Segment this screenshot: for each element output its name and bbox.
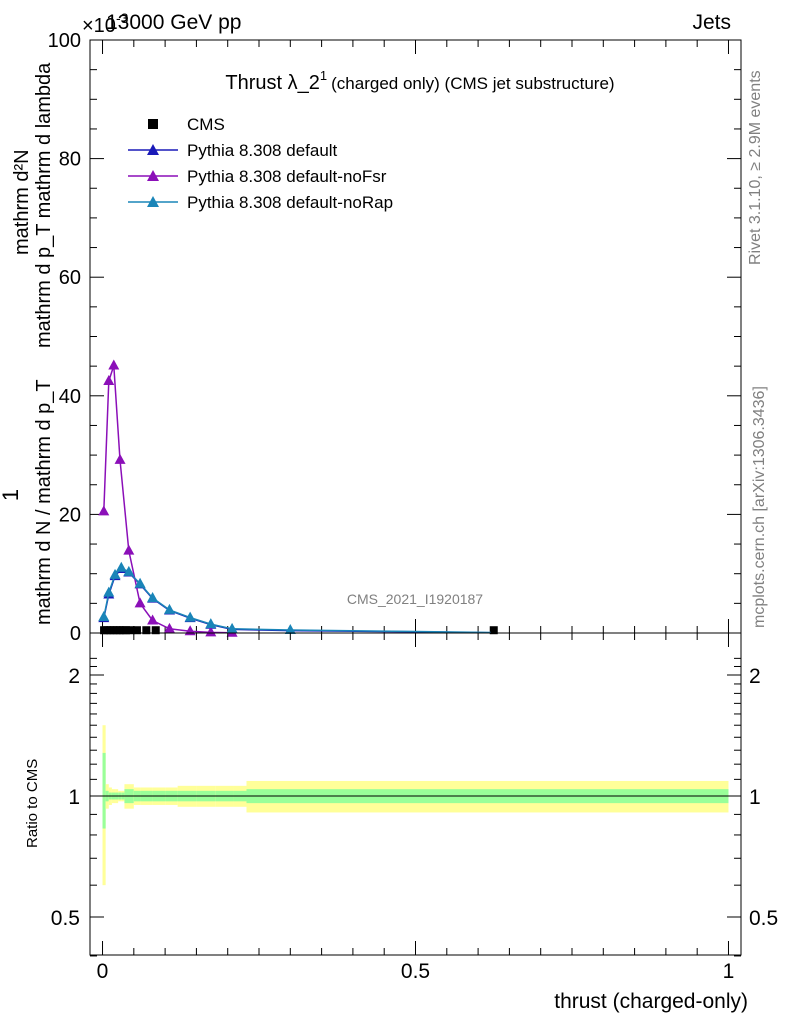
- main-y-axis-label: 1 mathrm d²N mathrm d p_T mathrm d lambd…: [0, 62, 55, 625]
- y-exponent-base: ×10: [82, 15, 116, 37]
- y-label-prefix: mathrm d N / mathrm d p_T: [33, 379, 55, 625]
- legend-nofsr-label: Pythia 8.308 default-noFsr: [187, 167, 387, 186]
- legend-nofsr-marker: [147, 170, 159, 181]
- title-sup: 1: [320, 68, 327, 83]
- y-label-denom: mathrm d p_T mathrm d lambda: [33, 62, 55, 348]
- ratio-axis-ticks: [90, 633, 741, 957]
- mcplots-reference-label: mcplots.cern.ch [arXiv:1306.3436]: [751, 386, 768, 628]
- series-marker-noRap: [134, 577, 146, 588]
- series-marker-noFsr: [123, 544, 135, 555]
- main-axis-ticks: [90, 39, 741, 634]
- series-marker-noRap: [163, 603, 175, 614]
- ratio-ytick-label-right: 0.5: [749, 907, 778, 930]
- ratio-inner-band: [102, 752, 106, 829]
- series-marker-noRap: [205, 618, 217, 629]
- ratio-ytick-label-right: 2: [749, 665, 761, 688]
- ratio-ytick-label: 1: [68, 786, 80, 809]
- main-ytick-label: 0: [70, 623, 81, 645]
- y-exponent-label: ×10-3: [82, 10, 129, 37]
- main-ytick-label: 20: [59, 504, 81, 526]
- y-label-numer: mathrm d²N: [11, 149, 33, 255]
- ratio-xtick-label: 0.5: [401, 960, 430, 983]
- main-ytick-label: 80: [59, 149, 81, 171]
- series-marker-noFsr: [108, 359, 120, 370]
- ratio-tick-labels: 0.5 0.5 1 1 2 2 0 0.5 1: [51, 665, 778, 983]
- plot-title: Thrust λ_21 (charged only) (CMS jet subst…: [225, 68, 614, 94]
- series-marker-noFsr: [163, 622, 175, 633]
- cms-data-point: [126, 626, 135, 635]
- ratio-uncertainty-bands: [102, 725, 729, 886]
- cms-data-point: [121, 626, 130, 635]
- legend-cms-label: CMS: [187, 115, 225, 134]
- legend-cms-marker: [148, 119, 158, 129]
- ratio-xtick-label: 1: [723, 960, 735, 983]
- series-marker-noRap: [284, 624, 296, 635]
- header-energy-label: 13000 GeV pp: [106, 11, 241, 34]
- main-data-series: [98, 359, 498, 637]
- series-marker-noRap: [147, 592, 159, 603]
- cms-data-point: [132, 626, 141, 635]
- main-y-tick-labels: 0 20 40 60 80 100: [48, 30, 81, 645]
- series-marker-noRap: [184, 611, 196, 622]
- title-rest: (charged only) (CMS jet substructure): [331, 74, 614, 93]
- ratio-xtick-label: 0: [97, 960, 109, 983]
- series-marker-noFsr: [114, 453, 126, 464]
- cms-data-point: [142, 626, 151, 635]
- ratio-ytick-label: 2: [68, 665, 80, 688]
- series-marker-noFsr: [103, 374, 115, 385]
- y-label-one: 1: [0, 489, 23, 501]
- series-marker-noRap: [98, 610, 110, 621]
- title-main: Thrust λ_2: [225, 72, 319, 94]
- legend-norap-label: Pythia 8.308 default-noRap: [187, 193, 393, 212]
- ratio-ytick-label: 0.5: [51, 907, 80, 930]
- legend-default-label: Pythia 8.308 default: [187, 141, 338, 160]
- cms-data-point: [489, 626, 498, 635]
- ratio-y-axis-label: Ratio to CMS: [24, 759, 41, 848]
- y-exponent-power: -3: [116, 10, 129, 26]
- legend: CMS Pythia 8.308 default Pythia 8.308 de…: [128, 115, 393, 212]
- series-line-noFsr: [103, 365, 233, 634]
- main-ytick-label: 40: [59, 386, 81, 408]
- header-jets-label: Jets: [692, 11, 731, 34]
- series-marker-noRap: [115, 561, 127, 572]
- analysis-watermark: CMS_2021_I1920187: [347, 591, 483, 607]
- series-marker-noFsr: [147, 614, 159, 625]
- legend-norap-marker: [147, 196, 159, 207]
- series-marker-noRap: [226, 622, 238, 633]
- series-marker-noFsr: [98, 505, 110, 516]
- series-marker-noRap: [103, 586, 115, 597]
- ratio-ytick-label-right: 1: [749, 786, 761, 809]
- legend-default-marker: [147, 144, 159, 155]
- x-axis-label: thrust (charged-only): [554, 990, 748, 1013]
- main-ytick-label: 100: [48, 30, 81, 52]
- rivet-version-label: Rivet 3.1.10, ≥ 2.9M events: [747, 70, 764, 265]
- cms-data-point: [151, 626, 160, 635]
- series-marker-noFsr: [134, 597, 146, 608]
- series-marker-noFsr: [205, 626, 217, 637]
- main-ytick-label: 60: [59, 267, 81, 289]
- series-marker-noRap: [109, 568, 121, 579]
- series-marker-noRap: [123, 565, 135, 576]
